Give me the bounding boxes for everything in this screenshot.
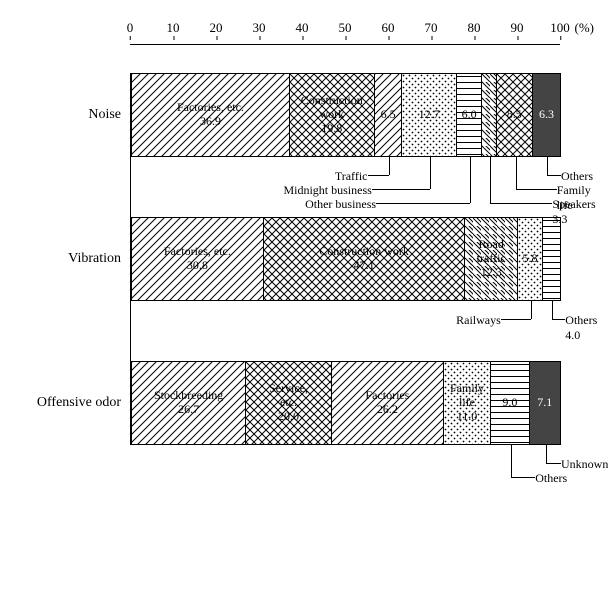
segment-label: Construction work 47.1 bbox=[318, 245, 410, 273]
segment-label: 12.7 bbox=[418, 108, 441, 122]
segment-label: 8.5 bbox=[506, 108, 523, 122]
axis-tick: 90 bbox=[511, 20, 524, 36]
stacked-bar: Stockbreeding 26.7 Service, etc. 20.0 Fact… bbox=[131, 361, 561, 445]
axis-tick: 100 bbox=[550, 20, 570, 36]
callout-line bbox=[389, 157, 390, 175]
bar-segment: Factories, etc. 30.8 bbox=[132, 218, 264, 300]
bar-segment: Road traffic 12.3 bbox=[465, 218, 518, 300]
row-label: Noise bbox=[21, 107, 121, 123]
callout-label: Others 4.0 bbox=[565, 313, 597, 343]
bar-segment: 7.1 bbox=[530, 362, 560, 444]
bar-segment: Factories 26.2 bbox=[332, 362, 444, 444]
callout-line bbox=[547, 175, 561, 176]
bar-segment: Service, etc. 20.0 bbox=[246, 362, 332, 444]
callout-line bbox=[516, 189, 557, 190]
bar-segment bbox=[543, 218, 560, 300]
callout-line bbox=[490, 157, 491, 203]
chart-rows: NoiseFactories, etc. 36.9Construction wo… bbox=[130, 73, 561, 445]
callout-label: Unknown bbox=[561, 457, 608, 472]
axis-tick: 40 bbox=[296, 20, 309, 36]
axis-unit-label: (%) bbox=[575, 20, 595, 36]
bar-segment: 12.7 bbox=[402, 74, 456, 156]
stacked-bar-chart: (%) 0102030405060708090100 NoiseFactorie… bbox=[20, 20, 589, 445]
bar-segment: Factories, etc. 36.9 bbox=[132, 74, 290, 156]
segment-label: Construction work 19.8 bbox=[300, 94, 364, 135]
callout-label: Others bbox=[535, 471, 567, 486]
bar-segment: 6.0 bbox=[457, 74, 483, 156]
callout-label: Other business bbox=[305, 197, 376, 212]
callout-line bbox=[546, 445, 547, 463]
segment-label: Factories 26.2 bbox=[364, 389, 410, 417]
callout-line bbox=[552, 319, 565, 320]
chart-row: NoiseFactories, etc. 36.9Construction wo… bbox=[131, 73, 561, 157]
callout-label: Railways bbox=[456, 313, 501, 328]
callout-line bbox=[531, 301, 532, 319]
callout-line bbox=[552, 301, 553, 319]
callout-line bbox=[511, 477, 535, 478]
segment-label: Road traffic 12.3 bbox=[476, 238, 507, 279]
callout-label: Others bbox=[561, 169, 593, 184]
bar-segment: Stockbreeding 26.7 bbox=[132, 362, 246, 444]
callout-label: Midnight business bbox=[283, 183, 371, 198]
callout-line bbox=[490, 203, 552, 204]
bar-segment: 8.5 bbox=[497, 74, 533, 156]
axis-tick: 80 bbox=[468, 20, 481, 36]
callout-label: Traffic bbox=[335, 169, 368, 184]
callout-line bbox=[511, 445, 512, 477]
bar-segment: 5.8 bbox=[518, 218, 543, 300]
axis-tick: 20 bbox=[210, 20, 223, 36]
callout-line bbox=[501, 319, 532, 320]
callout-line bbox=[546, 463, 561, 464]
row-label: Offensive odor bbox=[21, 395, 121, 411]
segment-label: Stockbreeding 26.7 bbox=[153, 389, 224, 417]
bar-segment: Family life 11.0 bbox=[444, 362, 491, 444]
segment-label: 9.0 bbox=[501, 396, 518, 410]
segment-label: Family life 11.0 bbox=[449, 382, 485, 423]
chart-row: VibrationFactories, etc. 30.8Constructio… bbox=[131, 217, 561, 301]
chart-row: Offensive odorStockbreeding 26.7Service,… bbox=[131, 361, 561, 445]
segment-label: 6.0 bbox=[461, 108, 478, 122]
callout-line bbox=[368, 175, 389, 176]
bar-segment: Construction work 19.8 bbox=[290, 74, 375, 156]
bar-segment bbox=[482, 74, 496, 156]
axis-tick: 60 bbox=[382, 20, 395, 36]
callout-line bbox=[430, 157, 431, 189]
axis-tick: 0 bbox=[127, 20, 134, 36]
callout-line bbox=[516, 157, 517, 189]
segment-label: 5.8 bbox=[521, 252, 538, 266]
stacked-bar: Factories, etc. 36.9 Construction work 19… bbox=[131, 73, 561, 157]
row-label: Vibration bbox=[21, 251, 121, 267]
callout-line bbox=[547, 157, 548, 175]
bar-segment: 6.5 bbox=[375, 74, 403, 156]
bar-segment: Construction work 47.1 bbox=[264, 218, 466, 300]
x-axis: (%) 0102030405060708090100 bbox=[130, 20, 560, 45]
bar-segment: 6.3 bbox=[533, 74, 560, 156]
segment-label: Factories, etc. 36.9 bbox=[176, 101, 245, 129]
axis-tick: 50 bbox=[339, 20, 352, 36]
callout-line bbox=[470, 157, 471, 203]
segment-label: 7.1 bbox=[536, 396, 553, 410]
axis-tick: 10 bbox=[167, 20, 180, 36]
segment-label: Factories, etc. 30.8 bbox=[163, 245, 232, 273]
stacked-bar: Factories, etc. 30.8 Construction work 47… bbox=[131, 217, 561, 301]
callout-line bbox=[376, 203, 470, 204]
segment-label: 6.3 bbox=[538, 108, 555, 122]
segment-label: Service, etc. 20.0 bbox=[268, 382, 309, 423]
axis-tick: 70 bbox=[425, 20, 438, 36]
bar-segment: 9.0 bbox=[491, 362, 530, 444]
segment-label: 6.5 bbox=[380, 108, 397, 122]
callout-line bbox=[372, 189, 430, 190]
axis-tick: 30 bbox=[253, 20, 266, 36]
